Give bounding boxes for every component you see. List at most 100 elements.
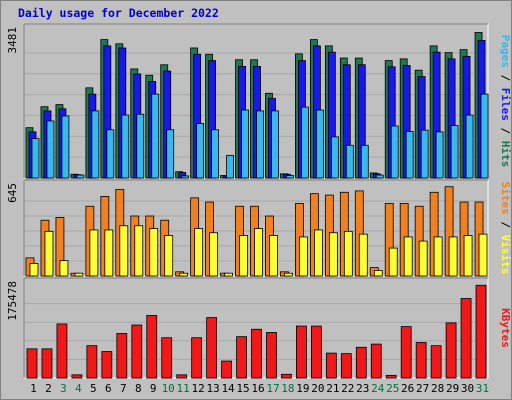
bar-kbytes-day-23 [355,346,367,379]
bar-pages-day-28 [435,131,444,179]
bar-pages-day-21 [330,136,339,179]
bar-sites-day-17 [269,235,278,277]
bar-kbytes-day-8 [131,324,143,379]
bar-kbytes-day-3 [56,323,68,379]
bar-pages-day-1 [31,138,40,179]
bar-sites-day-30 [463,235,473,277]
x-tick-label: 19 [296,382,309,395]
bar-pages-day-27 [420,129,429,179]
right-label-segment: / [499,215,512,235]
x-tick-label: 15 [236,382,249,395]
x-tick-label: 16 [251,382,264,395]
bar-kbytes-day-18 [281,373,292,379]
bar-kbytes-day-1 [26,348,38,379]
x-tick-label: 18 [281,382,294,395]
bar-kbytes-day-17 [266,332,277,379]
x-tick-label: 17 [266,382,279,395]
bar-pages-day-24 [375,174,384,179]
bar-sites-day-22 [343,230,353,277]
bar-pages-day-18 [286,175,294,179]
bar-kbytes-day-16 [251,328,262,379]
chart-title: Daily usage for December 2022 [18,6,219,20]
bar-pages-day-10 [166,129,175,179]
bar-kbytes-day-11 [176,374,188,379]
bar-sites-day-20 [313,229,323,277]
right-label-hits-files-pages: Pages / Files / Hits [499,35,512,168]
bar-sites-day-15 [239,235,248,277]
bar-sites-day-3 [59,260,69,277]
bar-kbytes-day-6 [101,351,113,379]
bar-pages-day-26 [405,131,414,179]
bar-pages-day-12 [196,123,205,179]
bar-sites-day-31 [478,233,488,277]
x-tick-label: 11 [177,382,190,395]
bar-kbytes-day-10 [161,337,173,379]
bar-sites-day-19 [299,236,308,277]
bar-sites-day-16 [254,228,263,277]
x-tick-label: 4 [75,382,82,395]
bar-kbytes-day-21 [325,352,337,379]
bar-sites-day-24 [373,270,383,277]
x-tick-label: 27 [416,382,429,395]
bar-kbytes-day-20 [310,325,322,379]
y-max-label-hits-files-pages: 3481 [6,27,19,54]
bar-sites-day-8 [134,225,144,277]
x-tick-label: 2 [45,382,52,395]
x-tick-label: 8 [135,382,142,395]
bar-kbytes-day-28 [430,345,442,379]
bar-pages-day-15 [241,109,249,179]
bar-kbytes-day-27 [415,342,427,379]
x-tick-label: 9 [150,382,157,395]
x-tick-label: 22 [341,382,354,395]
bar-kbytes-day-29 [445,322,457,379]
bar-sites-day-4 [74,272,84,277]
bar-pages-day-11 [181,175,190,179]
x-tick-label: 23 [356,382,369,395]
x-tick-label: 13 [206,382,219,395]
x-tick-label: 1 [30,382,37,395]
right-label-kbytes: KBytes [499,308,512,348]
bar-kbytes-day-25 [385,374,397,379]
bar-sites-day-13 [209,232,219,277]
bar-kbytes-day-26 [400,326,412,379]
x-tick-label: 31 [476,382,489,395]
x-tick-label: 14 [221,382,235,395]
x-tick-label: 28 [431,382,444,395]
bar-pages-day-9 [151,93,160,179]
bar-sites-day-25 [388,247,398,277]
bar-sites-day-21 [328,232,338,277]
bar-kbytes-day-14 [221,360,232,379]
x-tick-label: 24 [371,382,385,395]
bar-pages-day-7 [121,114,130,179]
bar-kbytes-day-24 [370,343,382,379]
x-tick-label: 29 [446,382,459,395]
y-max-label-visits-sites: 645 [6,183,19,203]
bar-sites-day-27 [418,240,428,277]
right-label-segment: Files [499,88,512,121]
bar-sites-day-23 [358,233,368,277]
bar-kbytes-day-15 [236,336,247,379]
bar-pages-day-31 [480,93,489,179]
right-label-segment: Pages [499,35,512,68]
x-tick-label: 21 [326,382,339,395]
bar-pages-day-13 [211,129,220,179]
bar-pages-day-6 [106,129,115,179]
bar-pages-day-25 [390,125,399,179]
bar-kbytes-day-9 [146,315,158,379]
x-tick-label: 5 [90,382,97,395]
right-label-segment: Hits [499,141,512,168]
bar-kbytes-day-19 [296,325,307,379]
bar-sites-day-26 [403,236,413,277]
bar-kbytes-day-30 [460,298,472,379]
bar-kbytes-day-31 [475,284,487,379]
bar-kbytes-day-2 [41,348,53,379]
bar-pages-day-29 [450,125,459,179]
x-tick-label: 20 [311,382,324,395]
bar-sites-day-10 [164,235,174,277]
right-label-segment: Sites [499,182,512,215]
bar-kbytes-day-4 [71,374,83,379]
x-tick-label: 7 [120,382,127,395]
bar-pages-day-19 [301,106,309,179]
